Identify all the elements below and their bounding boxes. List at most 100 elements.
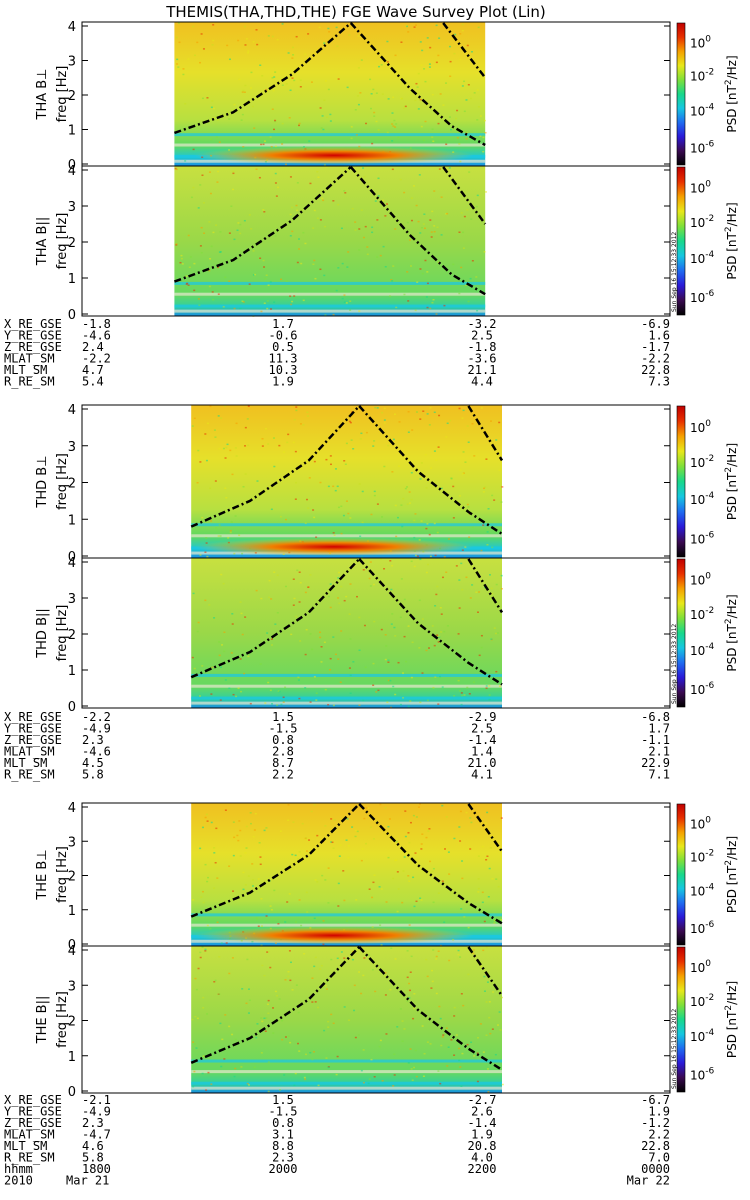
spectrogram-speckle [406, 1000, 409, 1002]
spectrogram-speckle [410, 1068, 413, 1070]
spectrogram-speckle [433, 230, 436, 233]
ephemeris-value: 2.2 [272, 768, 294, 782]
spectrogram-speckle [278, 998, 281, 1000]
spectrogram-speckle [314, 277, 317, 280]
spectrogram-speckle [407, 832, 410, 834]
spectrogram-speckle [419, 701, 422, 704]
spectrogram-speckle [255, 29, 258, 31]
colorbar-tick-label: 10-6 [690, 289, 715, 305]
spectrogram-speckle [263, 266, 266, 268]
spectrogram-speckle [373, 494, 376, 497]
spectrogram-speckle [289, 1041, 292, 1044]
spectrogram-speckle [498, 421, 501, 424]
ephemeris-value: 0.8 [272, 1116, 294, 1130]
spectrogram-speckle [485, 685, 488, 687]
spectrogram-speckle [211, 100, 214, 102]
spectrogram-speckle [274, 182, 277, 184]
spectrogram-speckle [445, 571, 448, 574]
spectrogram-speckle [263, 302, 266, 304]
spectrogram-speckle [244, 426, 247, 429]
spectrogram-speckle [435, 992, 438, 995]
spectrogram-speckle [340, 505, 343, 508]
spectrogram-band [174, 292, 486, 296]
spectrogram-speckle [401, 1020, 404, 1022]
spectrogram-speckle [383, 407, 386, 410]
spectrogram-speckle [426, 699, 429, 702]
spectrogram-speckle [240, 612, 243, 615]
spectrogram-speckle [185, 283, 188, 285]
spectrogram-speckle [304, 242, 307, 245]
ephemeris-value: -1.8 [468, 340, 497, 354]
spectrogram-speckle [342, 870, 345, 872]
spectrogram-speckle [230, 521, 233, 523]
spectrogram-speckle [435, 593, 438, 596]
spectrogram-speckle [243, 25, 246, 28]
spectrogram-band [174, 143, 486, 147]
spectrogram-speckle [208, 269, 211, 272]
spectrogram-speckle [438, 1005, 441, 1008]
spectrogram-speckle [469, 848, 472, 850]
spectrogram-speckle [287, 1035, 290, 1037]
spectrogram-speckle [386, 131, 389, 134]
spectrogram-speckle [499, 1029, 502, 1031]
spectrogram-speckle [281, 143, 284, 145]
spectrogram-speckle [501, 1083, 504, 1086]
gyrofrequency-curve [467, 405, 504, 462]
spectrogram-speckle [397, 661, 400, 664]
spectrogram-speckle [282, 696, 285, 699]
spectrogram-speckle [191, 656, 194, 659]
spectrogram-speckle [204, 816, 207, 819]
spectrogram-speckle [276, 574, 279, 576]
spectrogram-speckle [370, 513, 373, 516]
spectrogram-speckle [382, 199, 385, 202]
spectrogram-speckle [453, 695, 456, 697]
spectrogram-speckle [362, 1049, 365, 1051]
spectrogram-speckle [453, 1006, 456, 1009]
spectrogram-speckle [255, 168, 258, 171]
spectrogram-speckle [297, 679, 300, 681]
spectrogram-speckle [207, 876, 210, 879]
spectrogram-speckle [280, 703, 283, 706]
spectrogram-speckle [381, 411, 384, 414]
spectrogram-speckle [484, 131, 487, 134]
spectrogram-speckle [362, 236, 365, 239]
spectrogram-speckle [360, 432, 363, 435]
spectrogram-speckle [422, 1075, 425, 1078]
spectrogram-speckle [281, 1038, 284, 1041]
spectrogram-speckle [182, 73, 185, 76]
spectrogram-speckle [195, 988, 198, 991]
ephemeris-value: 20.8 [468, 1139, 497, 1153]
spectrogram-speckle [435, 958, 438, 960]
spectrogram-speckle [243, 219, 246, 222]
spectrogram-speckle [415, 82, 418, 85]
spectrogram-speckle [221, 644, 224, 646]
spectrogram-speckle [397, 136, 400, 139]
spectrogram-speckle [408, 239, 411, 241]
spectrogram-speckle [380, 64, 383, 66]
spectrogram-speckle [267, 999, 270, 1002]
spectrogram-speckle [266, 632, 269, 634]
spectrogram-speckle [356, 830, 359, 833]
spectrogram-speckle [431, 301, 434, 304]
spectrogram-speckle [433, 450, 436, 452]
spectrogram-speckle [425, 296, 428, 298]
spectrogram-speckle [196, 41, 199, 44]
spectrogram-speckle [239, 232, 242, 235]
spectrogram-speckle [251, 885, 254, 887]
spectrogram-speckle [319, 636, 322, 639]
spectrogram-speckle [435, 61, 438, 64]
spectrogram-speckle [222, 447, 225, 450]
y-tick-label: 4 [68, 801, 76, 816]
spectrogram-speckle [245, 825, 248, 828]
spectrogram-speckle [470, 821, 473, 824]
spectrogram-speckle [312, 263, 315, 265]
spectrogram-speckle [392, 125, 395, 127]
spectrogram-speckle [304, 1078, 307, 1081]
spectrogram-speckle [254, 812, 257, 815]
spectrogram-speckle [478, 591, 481, 593]
colorbar-tick-label: 10-2 [690, 606, 714, 622]
spectrogram-speckle [458, 690, 461, 692]
spectrogram-speckle [323, 99, 326, 102]
spectrogram-speckle [430, 987, 433, 989]
